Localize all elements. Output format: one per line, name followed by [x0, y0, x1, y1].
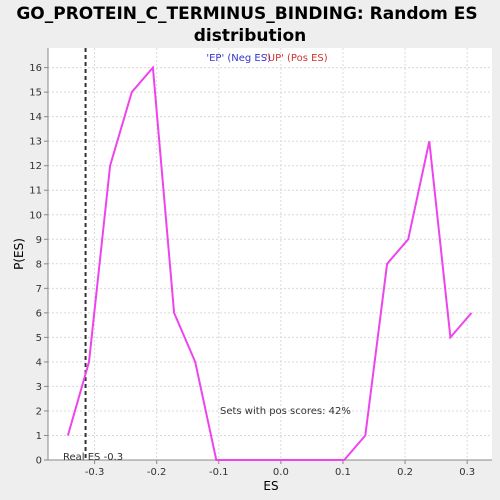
pos-scores-annotation: Sets with pos scores: 42%	[220, 406, 351, 417]
y-tick-label: 6	[36, 308, 42, 319]
y-tick-label: 12	[29, 161, 42, 172]
x-tick-label: 0.1	[335, 467, 351, 478]
y-axis-label: P(ES)	[12, 238, 26, 270]
y-tick-label: 1	[36, 431, 42, 442]
x-tick-label: 0.3	[459, 467, 475, 478]
chart-title-line1: GO_PROTEIN_C_TERMINUS_BINDING: Random ES	[16, 4, 477, 24]
y-tick-label: 8	[36, 259, 42, 270]
series-line	[66, 65, 473, 461]
x-tick-label: 0.2	[397, 467, 413, 478]
y-tick-label: 16	[29, 63, 42, 74]
chart-title-line2: distribution	[194, 26, 306, 46]
x-axis-label: ES	[263, 479, 278, 493]
y-tick-label: 2	[36, 406, 42, 417]
y-tick-label: 0	[36, 456, 42, 467]
x-tick-label: 0.0	[273, 467, 289, 478]
y-tick-label: 10	[29, 210, 42, 221]
legend-neg: 'EP' (Neg ES)	[206, 53, 271, 64]
y-tick-label: 4	[36, 357, 42, 368]
real-es-label: Real ES -0.3	[63, 452, 123, 463]
plot-area	[48, 48, 492, 460]
y-tick-label: 5	[36, 333, 42, 344]
y-tick-label: 7	[36, 284, 42, 295]
y-tick-label: 14	[29, 112, 42, 123]
y-tick-label: 15	[29, 88, 42, 99]
y-tick-label: 9	[36, 235, 42, 246]
grid-lines	[48, 48, 492, 461]
x-tick-label: -0.3	[85, 467, 105, 478]
y-tick-label: 3	[36, 382, 42, 393]
y-tick-label: 11	[29, 186, 42, 197]
x-tick-label: -0.2	[147, 467, 167, 478]
x-tick-label: -0.1	[209, 467, 229, 478]
y-tick-label: 13	[29, 137, 42, 148]
legend-pos: 'UP' (Pos ES)	[265, 53, 328, 64]
